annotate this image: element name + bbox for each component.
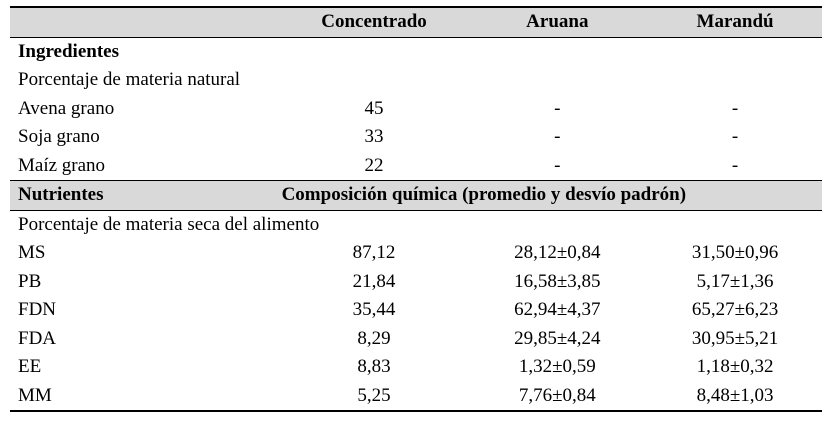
ingredient-aruana: - xyxy=(554,154,561,176)
nutrient-aruana: 7,76±0,84 xyxy=(466,381,649,412)
ingredients-subtitle-row: Porcentaje de materia natural xyxy=(10,66,822,95)
table-row: EE 8,83 1,32±0,59 1,18±0,32 xyxy=(10,353,822,382)
nutrients-subtitle: Porcentaje de materia seca del alimento xyxy=(10,209,822,239)
nutrient-name: MS xyxy=(18,242,46,263)
nutrient-name: PB xyxy=(18,270,42,292)
nutrient-marandu: 30,95±5,21 xyxy=(691,327,779,349)
nutrient-aruana: 16,58±3,85 xyxy=(514,270,601,292)
table-row: PB 21,84 16,58±3,85 5,17±1,36 xyxy=(10,268,822,297)
nutrient-marandu: 5,17±1,36 xyxy=(696,270,774,292)
table-row: MM 5,25 7,76±0,84 8,48±1,03 xyxy=(10,381,822,412)
ingredient-name: Avena grano xyxy=(18,97,115,119)
nutrient-name: EE xyxy=(18,356,42,377)
table-row: FDA 8,29 29,85±4,24 30,95±5,21 xyxy=(10,325,822,354)
ingredient-aruana: - xyxy=(554,126,561,147)
nutrient-concentrado: 8,83 xyxy=(357,356,391,377)
nutrient-marandu: 65,27±6,23 xyxy=(691,299,779,320)
nutrient-concentrado: 5,25 xyxy=(281,381,467,412)
header-col1 xyxy=(10,6,282,37)
ingredients-subtitle: Porcentaje de materia natural xyxy=(18,69,241,90)
table-row: Avena grano 45 - - xyxy=(10,95,822,124)
ingredient-name: Maíz grano xyxy=(18,154,106,176)
table-header-row: Concentrado Aruana Marandú xyxy=(10,6,822,37)
ingredient-marandu: - xyxy=(731,154,739,176)
nutrient-marandu: 1,18±0,32 xyxy=(696,356,774,377)
nutrient-concentrado: 21,84 xyxy=(352,270,396,292)
ingredient-concentrado: 22 xyxy=(364,154,384,176)
table-row: Soja grano 33 - - xyxy=(10,123,822,152)
nutrient-concentrado: 87,12 xyxy=(352,242,396,263)
table-row: FDN 35,44 62,94±4,37 65,27±6,23 xyxy=(10,296,822,325)
nutrient-aruana: 62,94±4,37 xyxy=(514,299,601,320)
ingredient-concentrado: 33 xyxy=(364,126,384,147)
nutrient-aruana: 29,85±4,24 xyxy=(514,327,601,349)
nutrient-aruana: 1,32±0,59 xyxy=(518,356,596,377)
ingredient-concentrado: 45 xyxy=(364,97,384,119)
header-aruana: Aruana xyxy=(466,6,649,37)
header-concentrado: Concentrado xyxy=(281,6,467,37)
nutrient-aruana: 28,12±0,84 xyxy=(514,242,601,263)
nutrient-marandu: 8,48±1,03 xyxy=(648,381,822,412)
nutrient-concentrado: 8,29 xyxy=(357,327,391,349)
ingredient-marandu: - xyxy=(731,97,739,119)
nutrient-name: MM xyxy=(10,381,282,412)
nutrient-concentrado: 35,44 xyxy=(352,299,396,320)
table-row: MS 87,12 28,12±0,84 31,50±0,96 xyxy=(10,239,822,268)
nutrient-name: FDA xyxy=(18,327,57,349)
nutrients-title: Nutrientes xyxy=(10,180,282,210)
ingredient-marandu: - xyxy=(731,126,739,147)
nutrient-marandu: 31,50±0,96 xyxy=(691,242,779,263)
nutrient-name: FDN xyxy=(18,299,57,320)
ingredient-name: Soja grano xyxy=(18,126,100,147)
ingredients-title: Ingredientes xyxy=(10,36,822,66)
table-row: Maíz grano 22 - - xyxy=(10,152,822,181)
header-marandu: Marandú xyxy=(648,6,822,37)
nutrients-subtitle-row: Porcentaje de materia seca del alimento xyxy=(10,209,822,239)
composition-table: Concentrado Aruana Marandú Ingredientes … xyxy=(10,6,822,412)
ingredients-title-row: Ingredientes xyxy=(10,36,822,66)
ingredient-aruana: - xyxy=(554,97,561,119)
nutrients-header-row: Nutrientes Composición química (promedio… xyxy=(10,180,822,210)
composition-header: Composición química (promedio y desvío p… xyxy=(281,180,822,210)
